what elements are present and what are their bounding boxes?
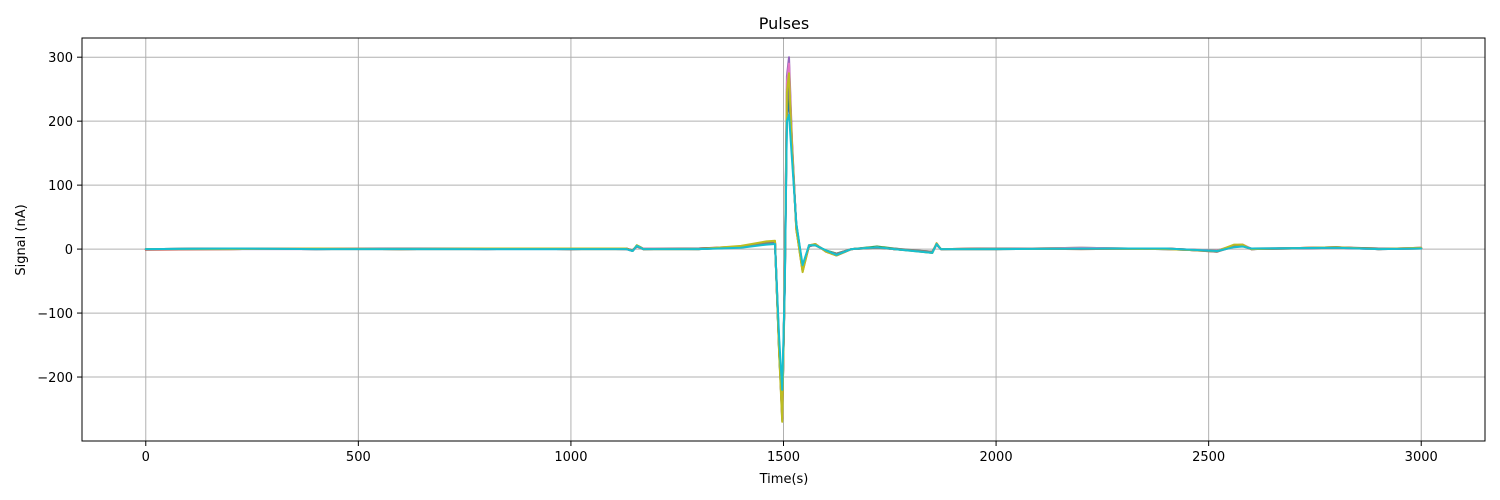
series-group [144, 56, 1423, 423]
x-tick-label: 0 [142, 450, 150, 465]
pulse-series-10 [144, 113, 1423, 391]
y-tick-label: −100 [37, 307, 73, 322]
x-tick-label: 500 [346, 450, 371, 465]
x-axis-label: Time(s) [759, 472, 809, 487]
x-tick-label: 2500 [1192, 450, 1225, 465]
y-axis: −200 −100 0 100 200 300 [37, 51, 82, 386]
y-tick-label: −200 [37, 371, 73, 386]
y-tick-label: 300 [48, 51, 73, 66]
x-axis: 0 500 1000 1500 2000 2500 3000 [142, 441, 1438, 465]
x-tick-label: 1500 [767, 450, 800, 465]
chart-title: Pulses [759, 14, 809, 33]
y-axis-label: Signal (nA) [14, 204, 29, 275]
y-tick-label: 0 [65, 243, 73, 258]
x-tick-label: 2000 [980, 450, 1013, 465]
y-tick-label: 200 [48, 115, 73, 130]
y-tick-label: 100 [48, 179, 73, 194]
x-tick-label: 3000 [1405, 450, 1438, 465]
x-tick-label: 1000 [554, 450, 587, 465]
